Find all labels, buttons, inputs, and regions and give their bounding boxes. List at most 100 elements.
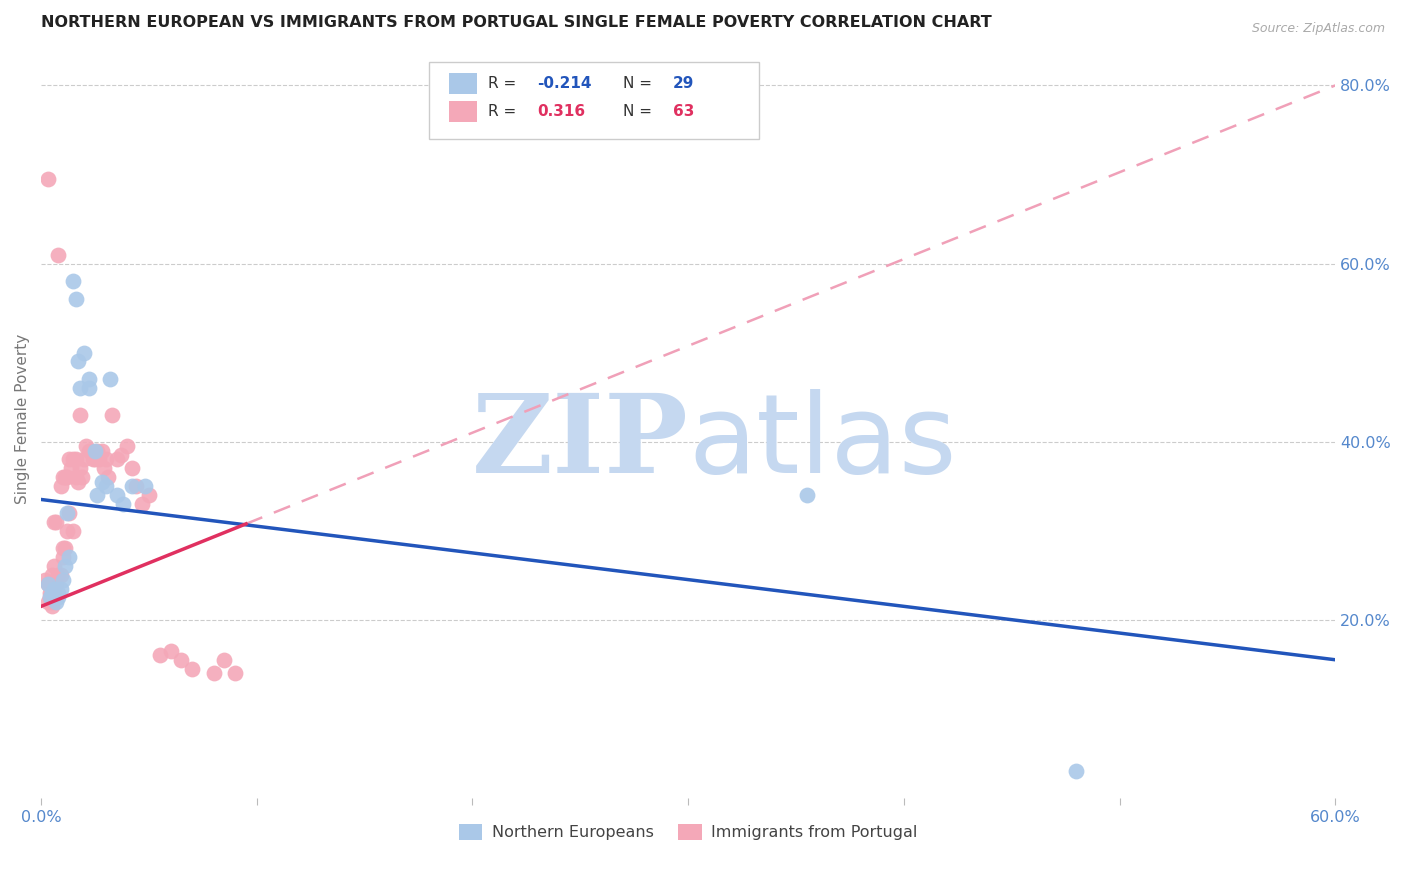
- Point: [58, 452, 80, 467]
- Point: [66, 475, 89, 489]
- Point: [110, 448, 132, 462]
- Point: [37, 595, 59, 609]
- Point: [159, 644, 181, 658]
- Point: [38, 591, 60, 605]
- Point: [75, 439, 97, 453]
- Point: [48, 591, 70, 605]
- Text: N =: N =: [623, 103, 658, 119]
- Point: [125, 479, 148, 493]
- Point: [131, 497, 153, 511]
- Point: [62, 274, 84, 288]
- Point: [41, 599, 63, 614]
- Point: [181, 662, 204, 676]
- Point: [42, 586, 65, 600]
- Point: [89, 452, 111, 467]
- Point: [49, 479, 72, 493]
- Point: [105, 488, 128, 502]
- Point: [121, 479, 143, 493]
- Text: NORTHERN EUROPEAN VS IMMIGRANTS FROM PORTUGAL SINGLE FEMALE POVERTY CORRELATION : NORTHERN EUROPEAN VS IMMIGRANTS FROM POR…: [41, 15, 991, 30]
- Point: [138, 488, 160, 502]
- Y-axis label: Single Female Poverty: Single Female Poverty: [15, 334, 30, 505]
- Point: [52, 470, 75, 484]
- Point: [53, 470, 76, 484]
- Point: [94, 452, 117, 467]
- Text: -0.214: -0.214: [537, 76, 592, 91]
- Point: [101, 408, 124, 422]
- Point: [77, 443, 100, 458]
- Text: 29: 29: [672, 76, 695, 91]
- Point: [202, 666, 225, 681]
- Point: [49, 568, 72, 582]
- Text: atlas: atlas: [688, 389, 956, 496]
- Point: [93, 461, 115, 475]
- Point: [796, 488, 818, 502]
- Point: [170, 653, 193, 667]
- Point: [1066, 764, 1088, 778]
- FancyBboxPatch shape: [449, 101, 477, 122]
- Point: [62, 452, 84, 467]
- Point: [56, 506, 79, 520]
- Point: [37, 577, 59, 591]
- Point: [56, 470, 79, 484]
- Point: [41, 568, 63, 582]
- Point: [45, 595, 67, 609]
- Text: R =: R =: [488, 76, 520, 91]
- Point: [73, 452, 96, 467]
- Point: [214, 653, 236, 667]
- Text: Source: ZipAtlas.com: Source: ZipAtlas.com: [1251, 22, 1385, 36]
- Text: 0.316: 0.316: [537, 103, 585, 119]
- Point: [52, 541, 75, 556]
- Point: [37, 577, 59, 591]
- Point: [52, 550, 75, 565]
- Point: [69, 461, 91, 475]
- Text: R =: R =: [488, 103, 526, 119]
- Point: [53, 559, 76, 574]
- Point: [48, 586, 70, 600]
- Point: [42, 559, 65, 574]
- Point: [38, 591, 60, 605]
- Point: [90, 443, 112, 458]
- Point: [98, 372, 121, 386]
- Point: [53, 541, 76, 556]
- Point: [58, 506, 80, 520]
- Point: [97, 470, 120, 484]
- Text: 63: 63: [672, 103, 695, 119]
- Point: [86, 488, 108, 502]
- Point: [66, 354, 89, 368]
- Point: [149, 648, 172, 663]
- Point: [86, 443, 108, 458]
- Text: N =: N =: [623, 76, 658, 91]
- Point: [52, 573, 75, 587]
- Point: [69, 381, 91, 395]
- Point: [56, 524, 79, 538]
- Point: [84, 443, 107, 458]
- Point: [42, 582, 65, 596]
- Point: [38, 586, 60, 600]
- Point: [69, 408, 91, 422]
- Point: [42, 515, 65, 529]
- Point: [117, 439, 139, 453]
- Point: [77, 381, 100, 395]
- Point: [41, 586, 63, 600]
- Legend: Northern Europeans, Immigrants from Portugal: Northern Europeans, Immigrants from Port…: [453, 817, 924, 847]
- Point: [37, 172, 59, 186]
- FancyBboxPatch shape: [429, 62, 759, 139]
- Point: [65, 292, 87, 306]
- Point: [45, 577, 67, 591]
- Point: [90, 475, 112, 489]
- Point: [58, 550, 80, 565]
- Point: [105, 452, 128, 467]
- Point: [224, 666, 246, 681]
- Point: [60, 461, 83, 475]
- Point: [121, 461, 143, 475]
- Point: [48, 568, 70, 582]
- Point: [62, 524, 84, 538]
- Point: [73, 345, 96, 359]
- Point: [41, 595, 63, 609]
- FancyBboxPatch shape: [449, 72, 477, 94]
- Point: [77, 372, 100, 386]
- Point: [112, 497, 135, 511]
- Text: ZIP: ZIP: [471, 389, 688, 496]
- Point: [70, 470, 93, 484]
- Point: [45, 515, 67, 529]
